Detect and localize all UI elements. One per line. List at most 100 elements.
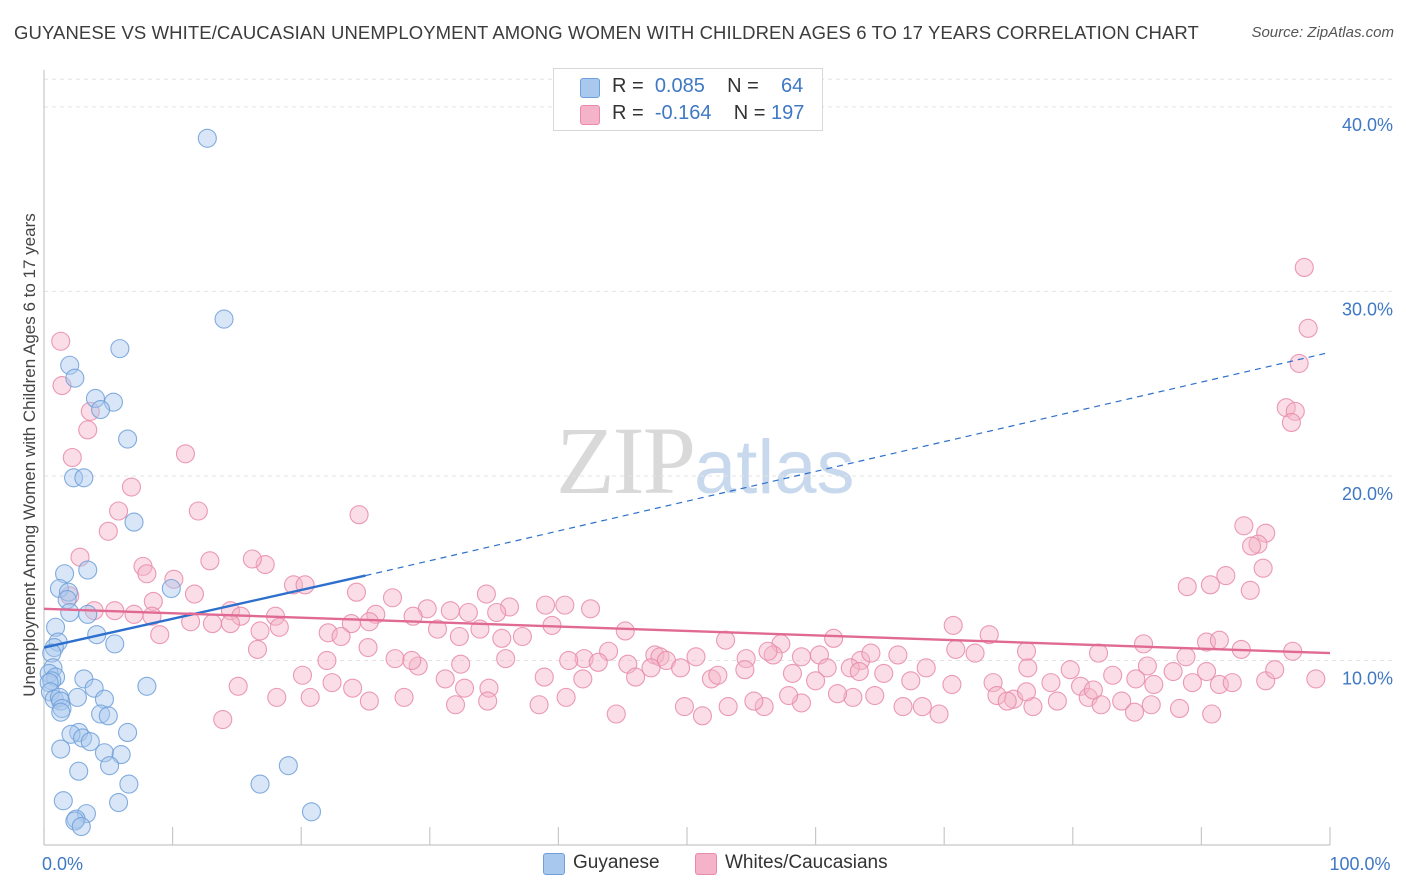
point-1-60 <box>359 612 379 632</box>
point-1-173 <box>779 685 799 706</box>
watermark: ZIPatlas <box>556 405 855 516</box>
point-0-18 <box>78 604 98 624</box>
point-1-158 <box>1047 691 1067 711</box>
point-0-41 <box>51 702 71 722</box>
point-1-23 <box>242 549 262 569</box>
point-1-192 <box>1306 669 1326 689</box>
point-1-76 <box>716 630 736 650</box>
point-1-181 <box>529 695 549 715</box>
point-1-117 <box>861 643 881 663</box>
point-1-110 <box>1060 660 1080 680</box>
point-1-132 <box>322 673 342 693</box>
point-1-72 <box>943 615 963 635</box>
point-0-50 <box>94 743 114 763</box>
point-1-81 <box>1209 630 1229 650</box>
point-0-7 <box>91 399 111 420</box>
point-1-52 <box>366 604 386 624</box>
point-0-63 <box>71 816 91 837</box>
point-1-56 <box>580 599 601 619</box>
point-0-56 <box>250 774 270 794</box>
point-1-179 <box>606 704 626 724</box>
point-1-186 <box>300 687 320 707</box>
trend-line-1 <box>43 607 1331 655</box>
series-0-points <box>39 128 322 837</box>
point-1-139 <box>874 663 894 683</box>
point-1-18 <box>1256 523 1276 543</box>
point-1-94 <box>358 638 378 658</box>
point-0-0 <box>197 128 217 148</box>
point-1-111 <box>1137 656 1157 676</box>
point-1-75 <box>615 621 635 641</box>
point-1-178 <box>674 697 694 717</box>
point-1-144 <box>1070 676 1091 696</box>
point-1-169 <box>865 685 885 706</box>
point-1-22 <box>255 554 275 575</box>
trend-line-extension-0 <box>365 351 1331 577</box>
point-1-131 <box>292 665 313 685</box>
y-tick-label-2: 30.0% <box>1342 299 1393 319</box>
point-1-93 <box>763 645 783 665</box>
point-1-191 <box>1265 660 1285 680</box>
point-1-68 <box>150 625 170 645</box>
point-1-185 <box>359 691 379 711</box>
point-1-64 <box>250 621 270 641</box>
stats-swatch-whites <box>580 105 600 125</box>
axes <box>43 70 1331 846</box>
point-0-34 <box>137 676 157 696</box>
point-1-73 <box>492 628 512 648</box>
point-0-2 <box>110 339 130 359</box>
point-0-49 <box>51 739 71 759</box>
point-1-165 <box>1202 704 1222 724</box>
point-1-13 <box>349 505 369 525</box>
point-1-12 <box>121 477 141 497</box>
point-1-39 <box>382 588 403 608</box>
point-0-13 <box>78 560 98 580</box>
point-1-125 <box>806 671 826 691</box>
source-label: Source: ZipAtlas.com <box>1251 24 1394 41</box>
point-1-63 <box>318 623 338 643</box>
point-1-170 <box>843 687 863 707</box>
point-1-122 <box>317 650 337 671</box>
point-1-66 <box>427 619 448 639</box>
point-0-9 <box>64 468 84 488</box>
point-1-146 <box>1126 669 1146 689</box>
watermark-atlas: atlas <box>694 425 855 510</box>
point-0-3 <box>60 355 80 375</box>
point-1-152 <box>1222 673 1242 693</box>
point-1-62 <box>202 614 223 634</box>
point-1-41 <box>535 595 556 615</box>
point-1-166 <box>929 704 949 724</box>
point-1-148 <box>1182 673 1202 693</box>
watermark-zip: ZIP <box>556 407 696 514</box>
point-1-30 <box>283 575 304 595</box>
point-1-134 <box>534 667 554 687</box>
chart-title: GUYANESE VS WHITE/CAUCASIAN UNEMPLOYMENT… <box>14 22 1199 43</box>
point-1-9 <box>78 420 98 440</box>
point-1-40 <box>143 591 163 611</box>
x-tick-label-0: 0.0% <box>42 854 83 874</box>
point-0-19 <box>60 602 80 623</box>
point-0-23 <box>105 634 125 654</box>
point-0-51 <box>111 745 131 765</box>
point-0-11 <box>124 512 144 532</box>
point-1-108 <box>916 658 936 678</box>
point-0-57 <box>53 791 73 811</box>
stats-box: R = 0.085 N = 64 R = -0.164 N = 197 <box>553 68 823 131</box>
point-0-17 <box>161 578 181 599</box>
point-1-3 <box>1289 353 1309 373</box>
point-1-184 <box>394 687 414 707</box>
grid-lines <box>44 78 1392 661</box>
point-1-130 <box>573 669 593 689</box>
point-1-162 <box>1124 702 1145 722</box>
point-1-116 <box>946 639 966 659</box>
point-1-176 <box>718 697 738 717</box>
point-1-20 <box>1242 536 1262 556</box>
point-1-85 <box>791 647 812 667</box>
point-1-175 <box>744 691 764 711</box>
data-points <box>39 128 1326 837</box>
point-1-156 <box>997 691 1017 711</box>
point-1-99 <box>588 652 608 672</box>
point-1-115 <box>1016 641 1037 661</box>
point-1-35 <box>346 582 367 602</box>
